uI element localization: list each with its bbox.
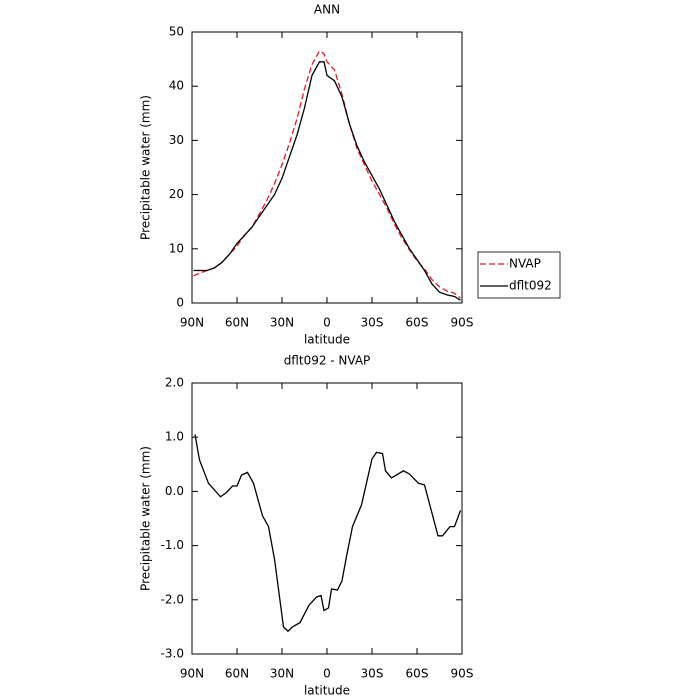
y-axis-label: Precipitable water (mm) <box>139 446 153 591</box>
series-line <box>194 434 462 633</box>
legend-label: NVAP <box>509 257 541 271</box>
x-tick-label: 60S <box>406 667 429 681</box>
y-tick-label: 0 <box>176 296 184 310</box>
y-tick-label: -3.0 <box>161 647 184 661</box>
x-tick-label: 60S <box>406 316 429 330</box>
series-line <box>193 50 461 299</box>
y-tick-label: 40 <box>169 79 184 93</box>
x-tick-label: 30N <box>270 667 294 681</box>
y-tick-label: 20 <box>169 187 184 201</box>
x-tick-label: 0 <box>323 316 331 330</box>
x-tick-label: 90N <box>180 316 204 330</box>
y-axis-label: Precipitable water (mm) <box>139 95 153 240</box>
x-tick-label: 90S <box>451 316 474 330</box>
y-tick-label: -1.0 <box>161 538 184 552</box>
legend-label: dflt092 <box>509 279 552 293</box>
x-axis-label: latitude <box>304 333 350 347</box>
y-tick-label: 50 <box>169 25 184 39</box>
y-tick-label: 10 <box>169 241 184 255</box>
series-line <box>193 61 461 301</box>
x-tick-label: 30N <box>270 316 294 330</box>
x-tick-label: 60N <box>225 316 249 330</box>
x-tick-label: 90S <box>451 667 474 681</box>
x-axis-label: latitude <box>304 684 350 698</box>
y-tick-label: -2.0 <box>161 592 184 606</box>
chart-title: ANN <box>314 3 340 17</box>
y-tick-label: 1.0 <box>165 430 184 444</box>
chart-title: dflt092 - NVAP <box>284 354 371 368</box>
plot-frame <box>191 382 463 655</box>
x-tick-label: 60N <box>225 667 249 681</box>
y-tick-label: 0.0 <box>165 484 184 498</box>
x-tick-label: 30S <box>361 316 384 330</box>
y-tick-label: 30 <box>169 133 184 147</box>
x-tick-label: 90N <box>180 667 204 681</box>
y-tick-label: 2.0 <box>165 376 184 390</box>
x-tick-label: 30S <box>361 667 384 681</box>
x-tick-label: 0 <box>323 667 331 681</box>
legend-box <box>477 251 561 299</box>
